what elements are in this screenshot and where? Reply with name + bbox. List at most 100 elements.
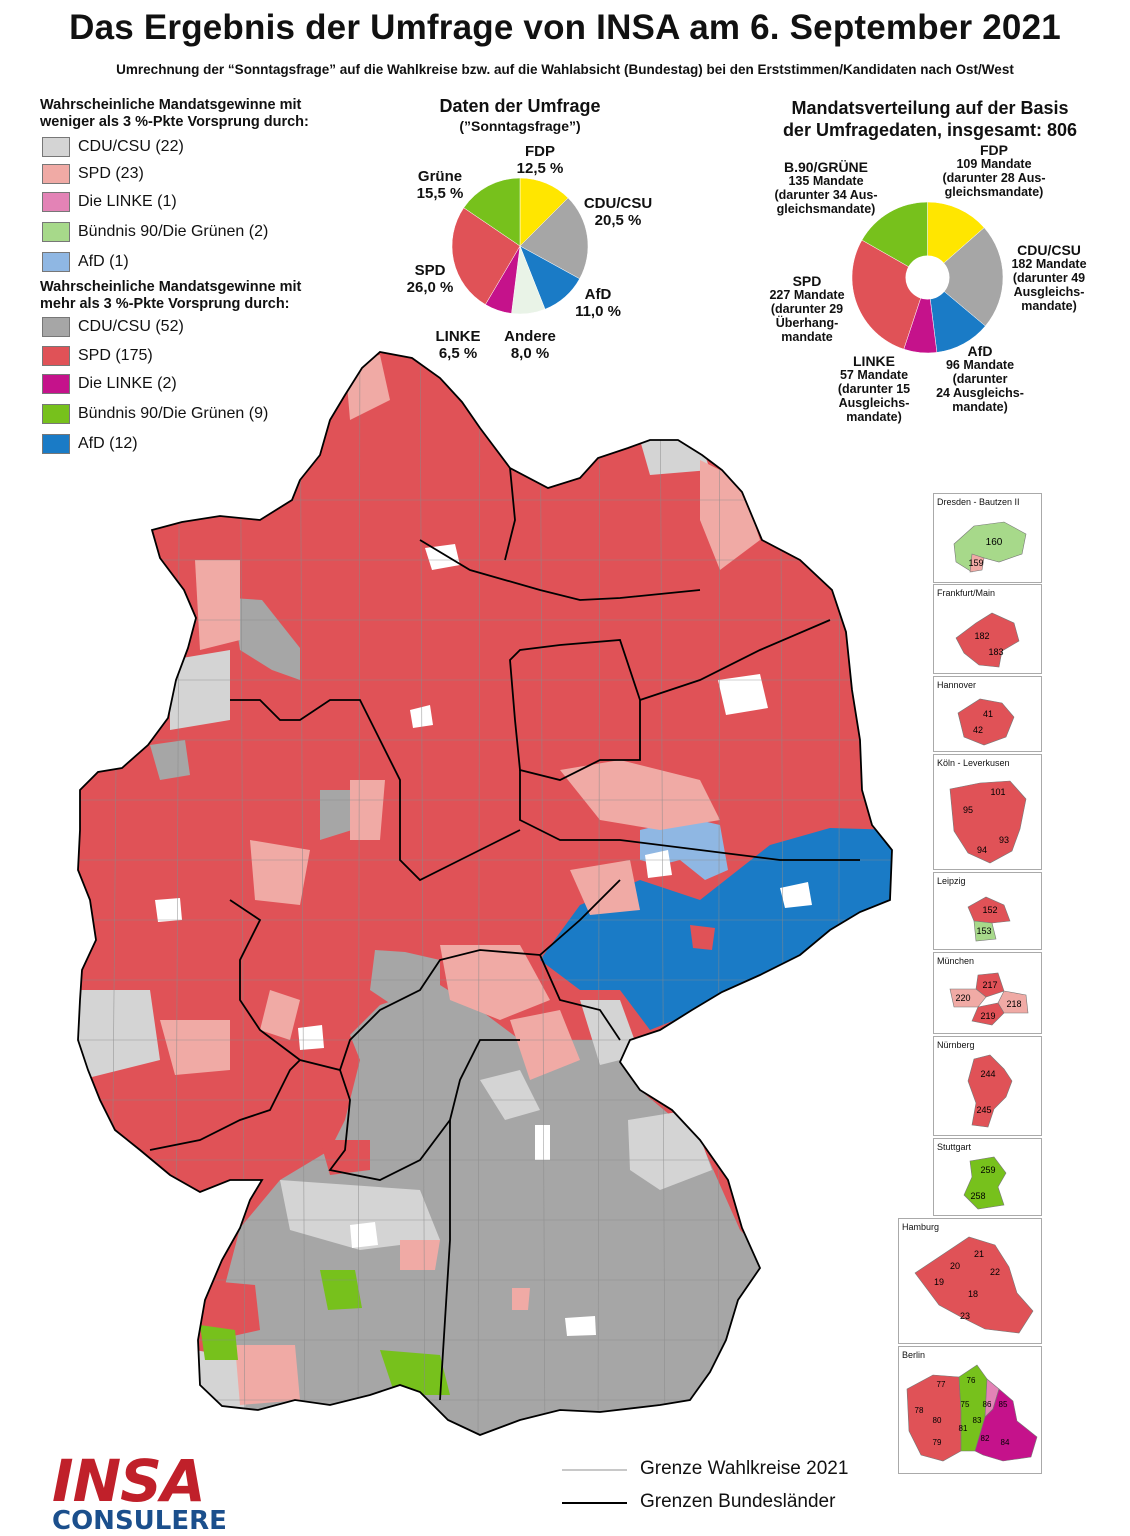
seats-label-fdp-note1: (darunter 28 Aus- (942, 171, 1046, 185)
spd-strong-chemnitz (690, 925, 715, 950)
legend-label: AfD (12) (78, 435, 138, 452)
inset-number: 41 (983, 709, 993, 719)
wahlkreis-border-line-sample (562, 1469, 627, 1471)
pie-slice-fdp (927, 201, 985, 279)
inset-region (997, 990, 1029, 1014)
spd-weak-unterfranken (440, 945, 550, 1020)
legend-item-strong-linke: Die LINKE (2) (42, 373, 177, 395)
inset-title: Dresden - Bautzen II (937, 497, 1020, 507)
seats-label-fdp-note2: gleichsmandate) (944, 185, 1044, 199)
legend-swatch (42, 346, 70, 366)
poll-label-cdu-value: 20,5 % (594, 212, 642, 229)
cdu-weak-heilbronn (280, 1180, 440, 1250)
spd-weak-rheinland-pfalz (160, 1020, 230, 1075)
germany-map (77, 351, 893, 1436)
legend-item-strong-spd: SPD (175) (42, 345, 153, 367)
seats-label-fdp-count: 109 Mandate (956, 157, 1032, 171)
inset-number: 220 (955, 993, 970, 1003)
seats-label-fdp: FDP 109 Mandate (darunter 28 Aus- gleich… (930, 143, 1058, 199)
inset-title: Nürnberg (937, 1040, 975, 1050)
consulere-logo-text: CONSULERE (52, 1506, 227, 1536)
legend-label: AfD (1) (78, 253, 129, 270)
seats-label-afd-note1: (darunter (952, 372, 1008, 386)
inset-region (971, 1002, 1005, 1026)
legend-item-weak-gruene: Bündnis 90/Die Grünen (2) (42, 221, 268, 243)
pie-slice-spd (451, 207, 521, 305)
spd-weak-thueringen (570, 860, 640, 915)
inset-number: 219 (980, 1011, 995, 1021)
city-frankfurt-blank (298, 1025, 324, 1050)
state-border-line-sample (562, 1502, 627, 1504)
inset-number: 258 (970, 1191, 985, 1201)
page-subtitle: Umrechnung der “Sonntagsfrage” auf die W… (116, 62, 1014, 77)
page-title: Das Ergebnis der Umfrage von INSA am 6. … (69, 8, 1061, 47)
gruene-strong-konstanz (380, 1350, 450, 1395)
wahlkreis-lines-v (109, 352, 841, 1435)
cdu-strong-muensterland (150, 740, 190, 780)
wahlkreis-lines-h (78, 499, 892, 1401)
border-hessen-south (229, 879, 621, 1072)
inset-berlin-map: 77 76 78 75 86 85 80 83 81 82 84 79 (906, 1364, 1038, 1462)
spd-weak-augsburg (512, 1288, 530, 1310)
state-borders (77, 351, 893, 1436)
poll-pie-title: Daten der Umfrage (439, 96, 601, 116)
seats-label-gruene-note1: (darunter 34 Aus- (774, 188, 878, 202)
legend-label: SPD (23) (78, 165, 144, 182)
cdu-strong-area (78, 985, 892, 1435)
seats-label-afd-note2: 24 Ausgleichs- (936, 386, 1024, 400)
border-sh-mv (504, 467, 516, 561)
inset-number: 86 (983, 1400, 992, 1409)
inset-number: 159 (968, 558, 983, 568)
poll-label-fdp-name: FDP (525, 143, 555, 160)
inset-hamburg: Hamburg 21 20 22 19 18 23 (898, 1218, 1042, 1344)
inset-number: 153 (976, 926, 991, 936)
border-th-by (539, 954, 621, 1041)
inset-number: 78 (915, 1406, 924, 1415)
insa-logo-text: INSA (52, 1447, 206, 1515)
cdu-weak-erlangen (480, 1070, 540, 1120)
seats-label-afd: AfD 96 Mandate (darunter 24 Ausgleichs- … (930, 344, 1030, 414)
legend-weak-heading-line2: weniger als 3 %-Pkte Vorsprung durch: (40, 114, 309, 130)
legend-item-weak-cdu: CDU/CSU (22) (42, 136, 184, 158)
inset-number: 77 (937, 1380, 946, 1389)
inset-region (949, 780, 1027, 864)
seats-label-cdu-note3: mandate) (1021, 299, 1077, 313)
inset-number: 152 (982, 905, 997, 915)
seats-label-cdu-count: 182 Mandate (1011, 257, 1087, 271)
inset-dresden-map: 160 159 (953, 521, 1027, 573)
seats-label-spd-note1: (darunter 29 (770, 302, 844, 316)
inset-number: 244 (980, 1069, 995, 1079)
seats-label-linke-note2: Ausgleichs- (838, 396, 910, 410)
inset-frankfurt-map: 182 183 (955, 612, 1020, 668)
seats-donut (851, 201, 1004, 354)
wahlkreis-grid (78, 352, 892, 1435)
inset-region (967, 1054, 1013, 1128)
inset-region (955, 612, 1020, 668)
spd-weak-schwaebisch (400, 1240, 440, 1270)
inset-number: 218 (1006, 999, 1021, 1009)
inset-number: 18 (968, 1289, 978, 1299)
seats-label-linke-note1: (darunter 15 (837, 382, 911, 396)
legend-strong-heading-line1: Wahrscheinliche Mandatsgewinne mit (40, 279, 302, 295)
legend-strong-heading: Wahrscheinliche Mandatsgewinne mit mehr … (40, 279, 340, 313)
border-brandenburg (639, 619, 831, 701)
legend-label: CDU/CSU (22) (78, 138, 184, 155)
inset-number: 259 (980, 1165, 995, 1175)
afd-strong-area (540, 828, 892, 1030)
inset-number: 245 (976, 1105, 991, 1115)
poll-label-andere: Andere 8,0 % (492, 328, 568, 362)
inset-title: Köln - Leverkusen (937, 758, 1010, 768)
legend-swatch (42, 192, 70, 212)
legend-label: Die LINKE (1) (78, 193, 177, 210)
inset-stuttgart: Stuttgart 259 258 (933, 1138, 1042, 1216)
inset-number: 95 (963, 805, 973, 815)
border-bw-by-south (439, 1120, 451, 1401)
seats-pie-title: Mandatsverteilung auf der Basis (791, 98, 1069, 118)
poll-label-gruene: Grüne 15,5 % (402, 168, 478, 202)
legend-swatch (42, 222, 70, 242)
legend-item-weak-linke: Die LINKE (1) (42, 191, 177, 213)
seats-label-cdu: CDU/CSU 182 Mandate (darunter 49 Ausglei… (1000, 243, 1098, 313)
state-border-label: Grenzen Bundesländer (640, 1491, 836, 1512)
border-sachsen-anhalt (509, 639, 641, 781)
legend-item-strong-afd: AfD (12) (42, 433, 138, 455)
